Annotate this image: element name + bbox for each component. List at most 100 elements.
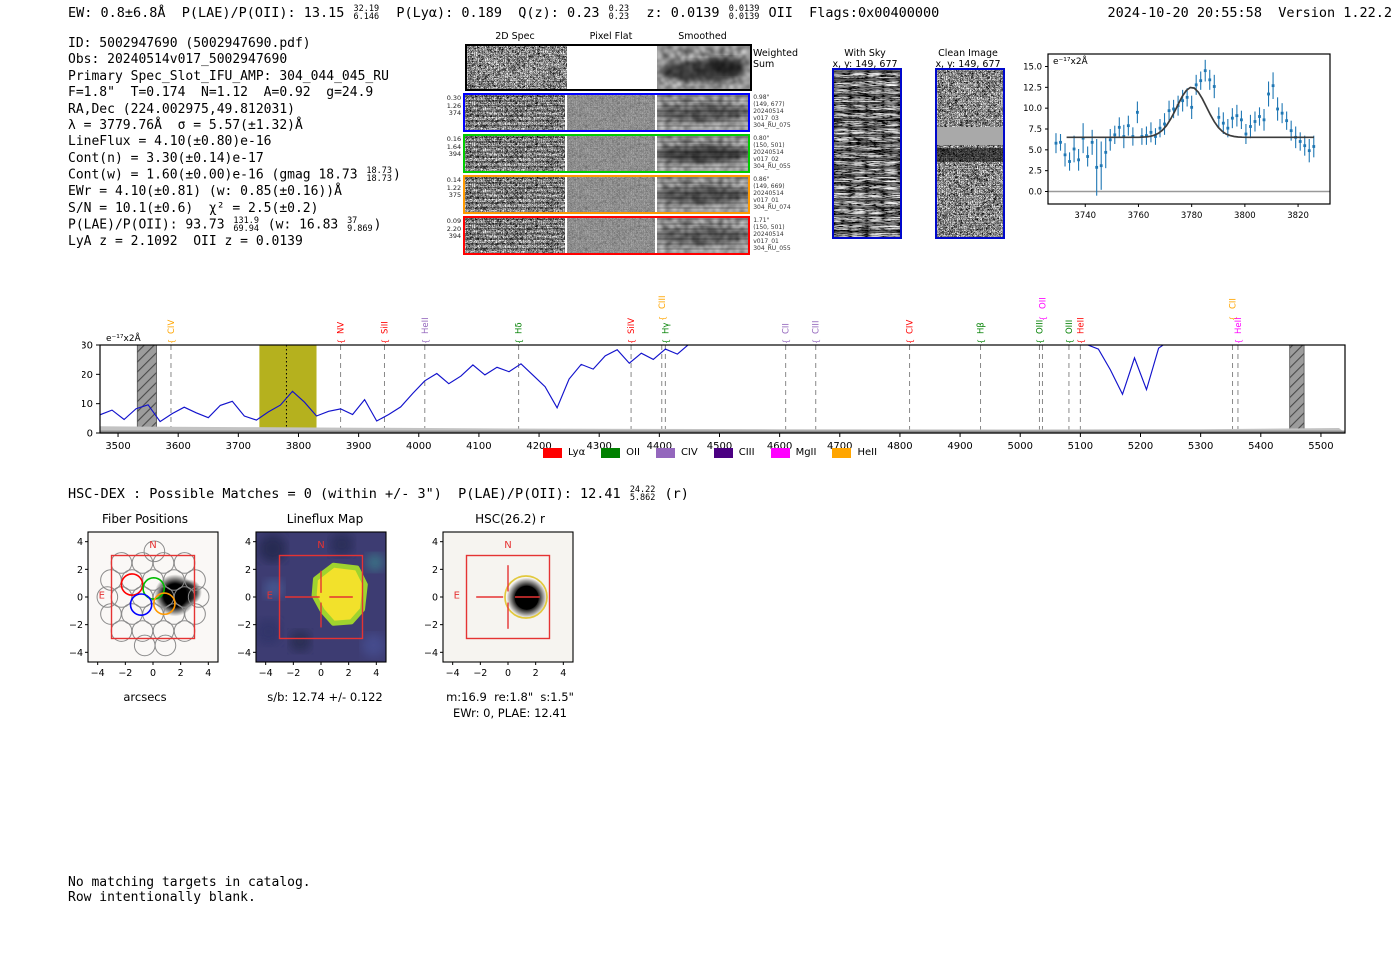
info-line: λ = 3779.76Å σ = 5.57(±1.32)Å [68,118,303,134]
svg-text:0: 0 [77,593,83,604]
svg-text:5500: 5500 [1308,441,1333,452]
emission-line-label: Hβ [977,322,987,334]
legend-swatch [770,447,790,458]
emission-line-label: Hδ [515,322,525,334]
svg-text:−2: −2 [238,620,251,631]
fraction: 24.22 5.862 [629,485,656,504]
svg-text:4: 4 [373,668,379,679]
info-line: Primary Spec_Slot_IFU_AMP: 304_044_045_R… [68,68,389,84]
clean-image [935,68,1005,239]
info-line: Cont(n) = 3.30(±0.14)e-17 [68,150,264,166]
with-sky-title: With Sky [844,48,886,59]
svg-text:−2: −2 [286,668,300,679]
hsc-cutout-title: HSC(26.2) r [475,512,545,526]
info-line: LyA z = 2.1092 OII z = 0.0139 [68,234,303,250]
aperture-circle [504,575,548,619]
fiber-2dspec-image [465,136,566,171]
fiber-smoothed-image [657,136,749,171]
svg-text:−4: −4 [238,648,251,659]
detection-info-block: ID: 5002947690 (5002947690.pdf) Obs: 2024… [68,36,468,251]
svg-text:0: 0 [505,668,511,679]
legend-item: CIV [655,447,698,458]
emission-line-label: HeII [1234,317,1244,334]
svg-text:0: 0 [87,429,93,440]
fiber-row-weights: 0.09 2.20 394 [446,217,462,240]
svg-text:−4: −4 [69,648,83,659]
legend-label: HeII [857,447,878,458]
svg-text:7.5: 7.5 [1028,125,1042,135]
twod-col-header-1: 2D Spec [495,31,535,42]
legend-item: OII [601,447,640,458]
svg-text:5.0: 5.0 [1028,146,1042,156]
east-label: E [99,591,105,602]
svg-text:4: 4 [205,668,211,679]
twod-weighted-sum-strip [465,44,752,91]
legend-label: CIII [738,447,755,458]
fiber-2dspec-image [465,177,566,212]
svg-text:4700: 4700 [827,441,852,452]
fiber-row-images [463,216,751,255]
svg-text:2: 2 [432,565,438,576]
east-label: E [454,591,460,602]
emission-line-label: OIII [1065,320,1075,334]
fraction: 18.73 18.73 [366,166,393,185]
svg-text:3820: 3820 [1287,211,1309,221]
svg-text:5300: 5300 [1188,441,1213,452]
svg-text:4300: 4300 [586,441,611,452]
emission-line-bracket: { [782,339,791,344]
emission-line-bracket: { [515,339,524,344]
svg-text:3900: 3900 [346,441,371,452]
svg-text:2: 2 [533,668,539,679]
weighted-sum-label: Weighted Sum [753,48,798,70]
legend-label: MgII [795,447,817,458]
spectrum-legend: Lyα OII CIV CIII MgII HeII [543,447,877,458]
summary-header: EW: 0.8±6.8Å P(LAE)/P(OII): 13.15 32.19 6… [68,4,940,23]
fiber-row-images [463,175,751,214]
svg-text:4400: 4400 [647,441,672,452]
svg-text:4: 4 [77,537,83,548]
svg-text:20: 20 [82,370,93,381]
fraction: 32.19 6.146 [353,4,380,23]
clean-image-header: Clean Image x, y: 149, 677 [918,48,1018,70]
fraction: 131.9 69.94 [233,216,259,235]
svg-text:3500: 3500 [105,441,130,452]
emission-line-bracket: { [380,339,389,344]
spectrum-line [100,345,1165,423]
svg-text:−4: −4 [446,668,460,679]
lineflux-caption: s/b: 12.74 +/- 0.122 [267,690,383,704]
emission-line-label: Hγ [661,323,671,334]
fiber-row-images [463,134,751,173]
svg-text:3700: 3700 [226,441,251,452]
highlighted-fiber [120,573,144,596]
masked-band [1289,344,1305,434]
info-line: P(LAE)/P(OII): 93.73 131.9 69.94 (w: 16.8… [68,216,382,235]
hsc-cutout-plot: −4 −4 −2 −2 0 0 2 2 4 4 N E [424,531,574,679]
twod-col-header-3: Smoothed [678,31,727,42]
twod-sum-2dspec [467,46,567,89]
info-line: EWr = 4.10(±0.81) (w: 0.85(±0.16))Å [68,184,342,200]
emission-line-label: CIII [812,321,822,334]
fraction: 0.0139 0.0139 [728,4,760,23]
svg-text:5100: 5100 [1068,441,1093,452]
catalog-note-line-2: Row intentionally blank. [68,890,256,905]
svg-text:4: 4 [560,668,566,679]
compass-box [278,554,364,640]
emission-line-bracket: { [812,339,821,344]
svg-text:−4: −4 [91,668,105,679]
emission-line-bracket: { [1038,316,1047,321]
fiber-2dspec-image [465,218,566,253]
legend-swatch [832,447,852,458]
svg-text:4: 4 [245,537,251,548]
emission-line-label: OII [1038,297,1048,309]
svg-text:0: 0 [432,593,438,604]
svg-text:4900: 4900 [947,441,972,452]
catalog-note-line-1: No matching targets in catalog. [68,875,311,890]
fiber-smoothed-image [657,218,749,253]
svg-text:4000: 4000 [406,441,431,452]
fiber-row-annotation: 0.98" (149, 677) 20240514 v017_03 304_RU_075 [753,94,791,129]
twod-sum-pixelflat [567,46,657,89]
svg-text:3760: 3760 [1128,211,1150,221]
timestamp-version: 2024-10-20 20:55:58 Version 1.22.2 [1107,5,1392,21]
emission-line-bracket: { [1065,339,1074,344]
